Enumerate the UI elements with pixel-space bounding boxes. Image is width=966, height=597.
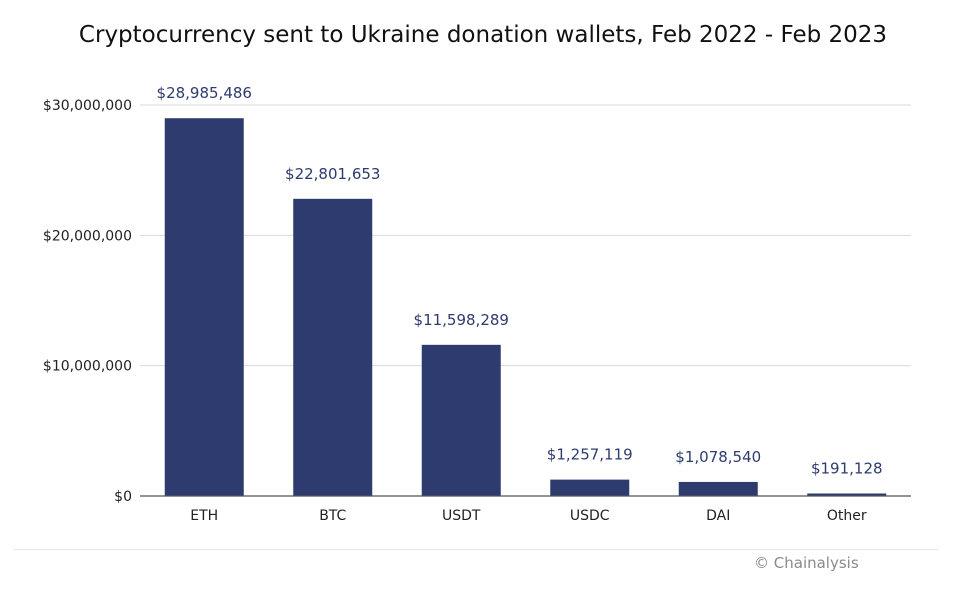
x-tick-label: ETH	[190, 508, 218, 524]
y-tick-label: $30,000,000	[43, 98, 132, 114]
x-tick-label: BTC	[319, 508, 346, 524]
bar-eth	[164, 118, 244, 496]
y-tick-label: $10,000,000	[43, 359, 132, 375]
data-label: $22,801,653	[285, 165, 380, 183]
data-label: $11,598,289	[414, 311, 509, 329]
footer-divider	[14, 549, 938, 550]
y-tick-label: $20,000,000	[43, 228, 132, 244]
bar-dai	[678, 481, 758, 496]
x-tick-label: DAI	[706, 508, 730, 524]
chart-title: Cryptocurrency sent to Ukraine donation …	[78, 22, 888, 48]
bar-usdc	[550, 479, 630, 496]
data-label: $191,128	[811, 460, 883, 478]
x-tick-label: Other	[827, 508, 867, 524]
bar-usdt	[421, 344, 501, 496]
data-label: $1,078,540	[675, 448, 761, 466]
data-label: $28,985,486	[157, 84, 252, 102]
bar-btc	[293, 198, 373, 496]
y-tick-label: $0	[114, 489, 132, 505]
data-label: $1,257,119	[547, 446, 633, 464]
bar-other	[807, 493, 887, 496]
source-credit: © Chainalysis	[754, 554, 859, 572]
x-tick-label: USDT	[442, 508, 481, 524]
x-tick-label: USDC	[570, 508, 610, 524]
